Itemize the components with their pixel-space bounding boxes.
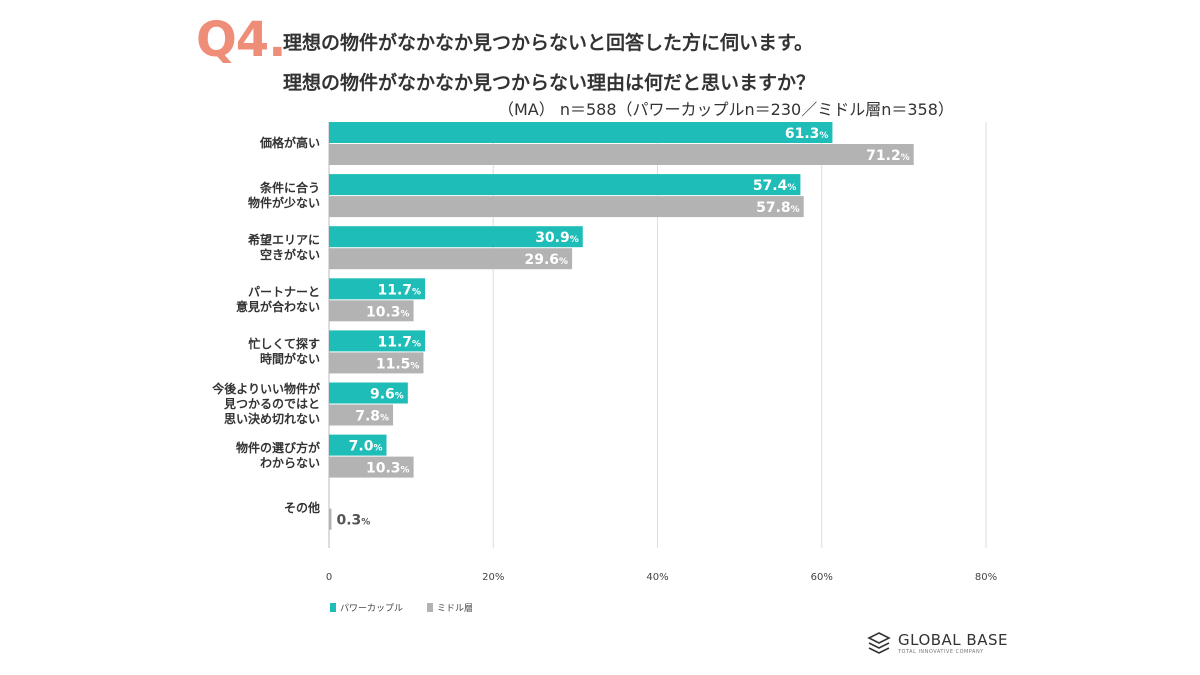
- category-label-line: 価格が高い: [259, 136, 320, 150]
- category-label-line: 見つかるのではと: [223, 396, 320, 411]
- data-label: 10.3%: [366, 461, 410, 477]
- category-label-line: 今後よりいい物件が: [212, 381, 320, 396]
- bar: [329, 278, 426, 300]
- bar: [329, 144, 914, 165]
- bar: [329, 226, 583, 248]
- data-label: 0.3%: [336, 513, 370, 529]
- data-label: 57.4%: [753, 178, 797, 194]
- category-label-line: 意見が合わない: [235, 299, 320, 314]
- category-label-line: 物件の選び方が: [235, 441, 320, 456]
- legend-swatch-gray: [427, 603, 434, 612]
- data-label: 71.2%: [866, 148, 910, 164]
- category-label: 希望エリアに 空きがない: [170, 233, 320, 263]
- x-tick-label: 60%: [811, 572, 833, 583]
- legend-label: パワーカップル: [340, 604, 404, 614]
- category-label: 忙しくて探す 時間がない: [170, 337, 320, 367]
- legend-item-middle: ミドル層: [427, 601, 473, 614]
- x-tick-label: 40%: [646, 572, 668, 583]
- category-label-line: 思い決め切れない: [223, 411, 320, 426]
- legend-label: ミドル層: [437, 604, 474, 614]
- legend-item-power-couple: パワーカップル: [330, 601, 403, 614]
- bar: [329, 330, 426, 352]
- bar: [329, 174, 801, 196]
- data-label: 30.9%: [535, 230, 579, 246]
- bar: [329, 196, 804, 218]
- category-label: パートナーと 意見が合わない: [170, 285, 320, 315]
- data-label: 7.8%: [355, 409, 389, 425]
- category-label: 条件に合う 物件が少ない: [170, 181, 320, 211]
- bar: [329, 382, 408, 404]
- logo-icon: [867, 632, 891, 654]
- bar: [329, 122, 833, 143]
- data-label: 9.6%: [370, 387, 404, 403]
- logo-name: GLOBAL BASE: [898, 631, 1008, 649]
- bar: [329, 434, 387, 456]
- question-number: Q4.: [196, 12, 286, 68]
- x-tick-label: 0: [326, 572, 332, 583]
- data-label: 11.7%: [378, 282, 422, 298]
- logo-tagline: TOTAL INNOVATIVE COMPANY: [898, 649, 984, 655]
- data-label: 11.7%: [378, 334, 422, 350]
- category-label: 今後よりいい物件が 見つかるのではと 思い決め切れない: [170, 382, 320, 427]
- category-label: 価格が高い: [170, 136, 320, 151]
- category-label: 物件の選び方が わからない: [170, 441, 320, 471]
- category-label-line: 空きがない: [259, 247, 320, 262]
- category-label-line: わからない: [259, 456, 320, 471]
- company-logo: GLOBAL BASE TOTAL INNOVATIVE COMPANY: [866, 630, 1008, 656]
- category-label-line: 物件が少ない: [247, 195, 320, 210]
- category-label-line: その他: [283, 500, 320, 515]
- data-label: 7.0%: [349, 439, 383, 455]
- data-label: 10.3%: [366, 304, 410, 320]
- bar: [329, 300, 414, 322]
- data-label: 11.5%: [376, 356, 420, 372]
- bar: [329, 248, 573, 270]
- data-label: 57.8%: [756, 200, 800, 216]
- question-title-line1: 理想の物件がなかなか見つからないと回答した方に伺います。: [283, 32, 814, 54]
- legend-swatch-teal: [330, 603, 336, 612]
- x-tick-label: 20%: [482, 572, 504, 583]
- bar: [329, 404, 394, 426]
- category-label-line: 忙しくて探す: [248, 336, 320, 351]
- data-label: 29.6%: [525, 252, 569, 268]
- chart-legend: パワーカップル ミドル層: [330, 601, 497, 614]
- bar: [329, 508, 332, 530]
- category-label-line: 条件に合う: [259, 180, 320, 195]
- x-tick-label: 80%: [975, 572, 997, 583]
- data-label: 61.3%: [785, 126, 829, 142]
- question-title-line2: 理想の物件がなかなか見つからない理由は何だと思いますか？: [283, 72, 816, 94]
- sample-size-note: （MA） n＝588（パワーカップルn＝230／ミドル層n＝358）: [498, 100, 954, 119]
- category-label: その他: [170, 501, 320, 516]
- bar: [329, 352, 424, 374]
- category-label-line: 時間がない: [259, 351, 320, 366]
- bar: [329, 456, 414, 478]
- category-label-line: パートナーと: [247, 284, 320, 299]
- category-label-line: 希望エリアに: [247, 232, 320, 247]
